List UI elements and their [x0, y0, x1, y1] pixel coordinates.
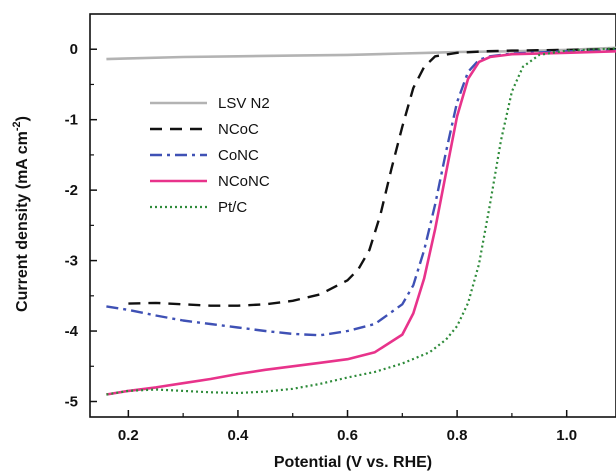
legend-label: Pt/C: [218, 199, 247, 216]
legend-label: LSV N2: [218, 95, 270, 112]
x-tick-label: 0.6: [337, 427, 358, 444]
series-line-nconc: [106, 50, 616, 396]
y-tick-label: -4: [65, 323, 79, 340]
legend-label: CoNC: [218, 147, 259, 164]
x-axis-ticks: 0.2 0.4 0.6 0.8 1.0: [118, 410, 577, 444]
y-tick-label: -1: [65, 112, 78, 129]
y-axis-title-main: Current density (mA cm: [14, 131, 31, 312]
x-axis-title: Potential (V vs. RHE): [274, 454, 432, 471]
y-tick-label: -2: [65, 182, 78, 199]
x-tick-label: 0.4: [228, 427, 250, 444]
y-tick-label: 0: [70, 41, 78, 58]
y-tick-label: -3: [65, 253, 78, 270]
y-axis-title: Current density (mA cm-2): [11, 116, 31, 312]
legend-label: NCoNC: [218, 173, 270, 190]
series-line-pt-c: [106, 47, 616, 396]
y-axis-ticks: 0 -1 -2 -3 -4 -5: [65, 41, 97, 411]
plot-frame: [89, 13, 616, 418]
x-tick-label: 0.2: [118, 427, 139, 444]
y-axis-title-close: ): [14, 116, 31, 121]
y-tick-label: -5: [65, 394, 78, 411]
series-line-conc: [106, 49, 616, 337]
series-curves: [106, 46, 616, 396]
y-axis-title-superscript: -2: [11, 121, 23, 131]
legend-label: NCoC: [218, 121, 259, 138]
series-line-ncoc: [128, 48, 616, 307]
x-tick-label: 1.0: [556, 427, 577, 444]
series-line-lsv-n2: [106, 46, 616, 61]
x-tick-label: 0.8: [447, 427, 468, 444]
legend: LSV N2 NCoC CoNC NCoNC Pt/C: [150, 95, 270, 216]
